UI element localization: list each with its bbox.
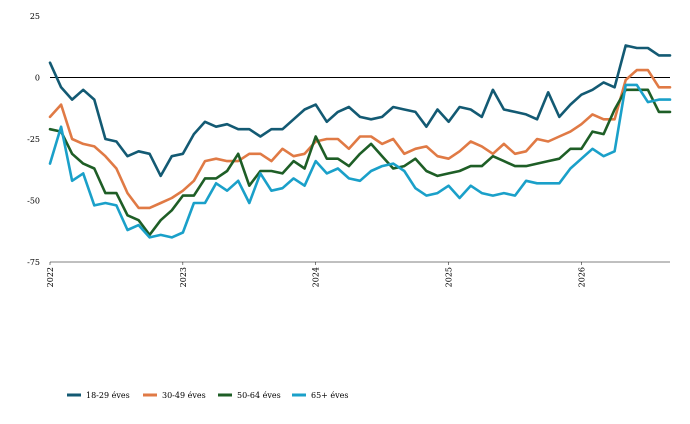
series-line-65-ves bbox=[48, 83, 672, 239]
legend-label: 65+ éves bbox=[311, 391, 349, 400]
y-tick-label: -25 bbox=[27, 135, 40, 144]
x-tick-label: 2024 bbox=[312, 267, 321, 287]
x-tick-label: 2025 bbox=[445, 267, 454, 287]
legend-label: 18-29 éves bbox=[86, 391, 130, 400]
x-axis-ticks: 2022 2023 2024 2025 2026 bbox=[46, 262, 586, 287]
series-line-50-64-ves bbox=[48, 88, 672, 237]
legend: 18-29 éves 30-49 éves 50-64 éves 65+ éves bbox=[67, 391, 349, 400]
y-tick-label: 25 bbox=[30, 12, 40, 21]
series-group bbox=[48, 44, 672, 239]
x-tick-label: 2026 bbox=[577, 267, 586, 287]
y-tick-label: -75 bbox=[27, 258, 40, 267]
series-line-30-49-ves bbox=[48, 68, 672, 210]
y-axis-ticks: 25 0 -25 -50 -75 bbox=[27, 12, 40, 267]
y-tick-label: -50 bbox=[27, 197, 40, 206]
legend-label: 50-64 éves bbox=[237, 391, 281, 400]
x-tick-label: 2023 bbox=[179, 267, 188, 287]
y-tick-label: 0 bbox=[35, 74, 40, 83]
series-line-18-29-ves bbox=[48, 44, 672, 178]
legend-label: 30-49 éves bbox=[162, 391, 206, 400]
x-tick-label: 2022 bbox=[46, 267, 55, 287]
